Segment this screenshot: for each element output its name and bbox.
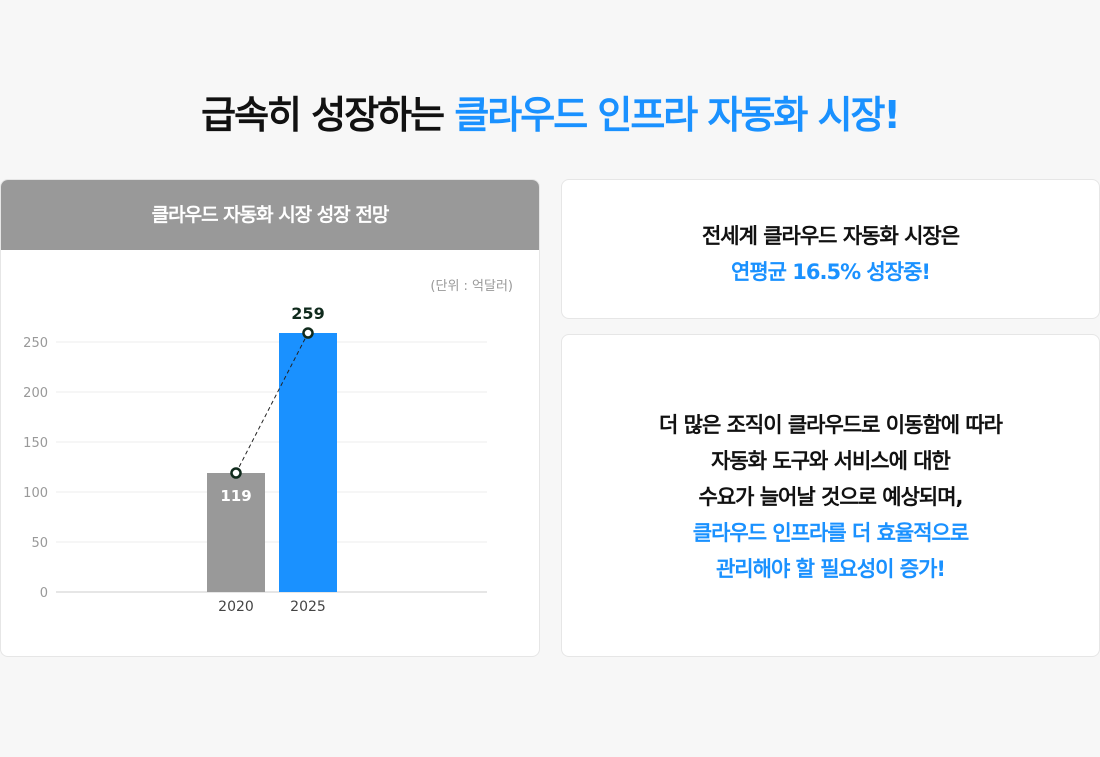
y-tick-label: 0	[40, 586, 48, 601]
bar-2025	[279, 333, 337, 592]
y-tick-label: 150	[23, 436, 48, 451]
chart-card: 클라우드 자동화 시장 성장 전망 (단위 : 억달러) 0 50 100 150 20…	[0, 179, 540, 657]
data-label: 119	[220, 487, 251, 505]
data-point	[302, 327, 314, 339]
y-tick-label: 100	[23, 486, 48, 501]
chart-card-header: 클라우드 자동화 시장 성장 전망	[1, 180, 539, 250]
chart-unit: (단위 : 억달러)	[430, 279, 513, 294]
demand-highlight-line: 관리해야 할 필요성이 증가!	[715, 557, 946, 581]
growth-card: 전세계 클라우드 자동화 시장은 연평균 16.5% 성장중!	[561, 179, 1100, 319]
demand-line: 수요가 늘어날 것으로 예상되며,	[698, 485, 963, 509]
x-tick-label: 2020	[218, 599, 254, 615]
demand-card: 더 많은 조직이 클라우드로 이동함에 따라 자동화 도구와 서비스에 대한 수…	[561, 334, 1100, 657]
y-tick-label: 250	[23, 336, 48, 351]
demand-line: 더 많은 조직이 클라우드로 이동함에 따라	[659, 413, 1003, 437]
growth-line-2: 연평균 16.5% 성장중!	[731, 260, 931, 284]
page-title: 급속히 성장하는 클라우드 인프라 자동화 시장!	[0, 84, 1100, 139]
bar-chart: 0 50 100 150 200 250 2020 2025 119 259	[23, 304, 487, 615]
x-tick-label: 2025	[290, 599, 326, 615]
growth-line-1: 전세계 클라우드 자동화 시장은	[701, 224, 960, 248]
bar-2020	[207, 473, 265, 592]
y-tick-label: 200	[23, 386, 48, 401]
title-prefix: 급속히 성장하는	[201, 93, 455, 137]
demand-highlight-line: 클라우드 인프라를 더 효율적으로	[692, 521, 969, 545]
data-label: 259	[291, 304, 324, 323]
y-tick-label: 50	[31, 536, 48, 551]
trend-line	[235, 332, 309, 474]
data-point	[230, 467, 242, 479]
demand-line: 자동화 도구와 서비스에 대한	[711, 449, 951, 473]
title-highlight: 클라우드 인프라 자동화 시장!	[454, 93, 901, 137]
